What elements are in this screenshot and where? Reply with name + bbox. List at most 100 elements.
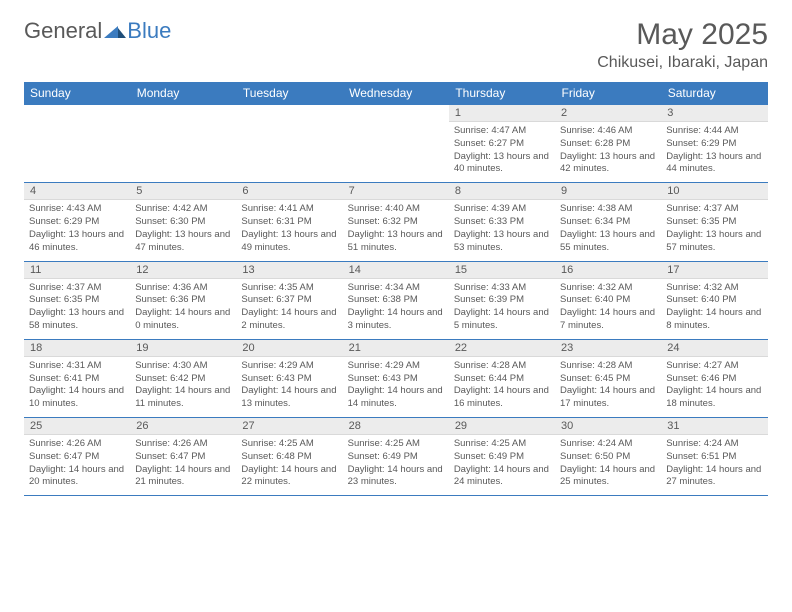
sunrise-label: Sunrise:: [666, 438, 701, 449]
sunrise-label: Sunrise:: [454, 282, 489, 293]
location-text: Chikusei, Ibaraki, Japan: [597, 54, 768, 72]
sunset-label: Sunset:: [241, 451, 273, 462]
sunset-value: 6:46 PM: [701, 373, 736, 384]
day-body: Sunrise: 4:24 AMSunset: 6:50 PMDaylight:…: [555, 435, 661, 495]
sunrise-label: Sunrise:: [135, 438, 170, 449]
day-body: Sunrise: 4:43 AMSunset: 6:29 PMDaylight:…: [24, 200, 130, 260]
sunset-label: Sunset:: [666, 216, 698, 227]
calendar-cell: 8Sunrise: 4:39 AMSunset: 6:33 PMDaylight…: [449, 183, 555, 261]
day-number: 18: [24, 340, 130, 357]
calendar-cell: 23Sunrise: 4:28 AMSunset: 6:45 PMDayligh…: [555, 339, 661, 417]
day-header: Friday: [555, 82, 661, 105]
sunrise-label: Sunrise:: [241, 282, 276, 293]
sunrise-label: Sunrise:: [560, 203, 595, 214]
sunset-value: 6:42 PM: [170, 373, 205, 384]
day-number: 17: [661, 262, 767, 279]
daylight-label: Daylight:: [29, 385, 66, 396]
calendar-week: 25Sunrise: 4:26 AMSunset: 6:47 PMDayligh…: [24, 418, 768, 496]
calendar-cell: 4Sunrise: 4:43 AMSunset: 6:29 PMDaylight…: [24, 183, 130, 261]
sunset-label: Sunset:: [454, 138, 486, 149]
day-body: Sunrise: 4:32 AMSunset: 6:40 PMDaylight:…: [555, 279, 661, 339]
calendar-table: SundayMondayTuesdayWednesdayThursdayFrid…: [24, 82, 768, 496]
calendar-cell: 7Sunrise: 4:40 AMSunset: 6:32 PMDaylight…: [343, 183, 449, 261]
day-header: Sunday: [24, 82, 130, 105]
calendar-week: 4Sunrise: 4:43 AMSunset: 6:29 PMDaylight…: [24, 183, 768, 261]
sunrise-label: Sunrise:: [454, 438, 489, 449]
sunrise-value: 4:41 AM: [279, 203, 314, 214]
brand-general: General: [24, 18, 102, 44]
day-number: 26: [130, 418, 236, 435]
calendar-cell: 6Sunrise: 4:41 AMSunset: 6:31 PMDaylight…: [236, 183, 342, 261]
sunrise-value: 4:35 AM: [279, 282, 314, 293]
sunrise-label: Sunrise:: [241, 203, 276, 214]
calendar-cell: 12Sunrise: 4:36 AMSunset: 6:36 PMDayligh…: [130, 261, 236, 339]
day-number: 13: [236, 262, 342, 279]
sunset-label: Sunset:: [666, 294, 698, 305]
day-header: Monday: [130, 82, 236, 105]
sunrise-label: Sunrise:: [135, 203, 170, 214]
sunset-value: 6:30 PM: [170, 216, 205, 227]
sunset-value: 6:34 PM: [595, 216, 630, 227]
day-header: Thursday: [449, 82, 555, 105]
sunrise-label: Sunrise:: [348, 203, 383, 214]
day-body: Sunrise: 4:39 AMSunset: 6:33 PMDaylight:…: [449, 200, 555, 260]
sunset-label: Sunset:: [454, 451, 486, 462]
sunset-value: 6:41 PM: [64, 373, 99, 384]
day-number: 16: [555, 262, 661, 279]
daylight-label: Daylight:: [666, 464, 703, 475]
sunrise-label: Sunrise:: [241, 438, 276, 449]
daylight-label: Daylight:: [29, 229, 66, 240]
sunrise-label: Sunrise:: [135, 360, 170, 371]
day-body: Sunrise: 4:38 AMSunset: 6:34 PMDaylight:…: [555, 200, 661, 260]
day-body: Sunrise: 4:34 AMSunset: 6:38 PMDaylight:…: [343, 279, 449, 339]
day-number-empty: [24, 105, 130, 121]
sunset-label: Sunset:: [348, 451, 380, 462]
daylight-label: Daylight:: [454, 151, 491, 162]
sunrise-label: Sunrise:: [29, 360, 64, 371]
sunrise-value: 4:47 AM: [491, 125, 526, 136]
day-number: 15: [449, 262, 555, 279]
sunrise-value: 4:31 AM: [67, 360, 102, 371]
day-body-empty: [24, 121, 130, 181]
day-number: 19: [130, 340, 236, 357]
day-number: 3: [661, 105, 767, 122]
sunset-value: 6:39 PM: [489, 294, 524, 305]
day-number: 21: [343, 340, 449, 357]
sunset-value: 6:44 PM: [489, 373, 524, 384]
calendar-cell: 10Sunrise: 4:37 AMSunset: 6:35 PMDayligh…: [661, 183, 767, 261]
day-body: Sunrise: 4:31 AM Sunset: 6:41 PMDaylight:…: [24, 357, 130, 417]
day-number: 11: [24, 262, 130, 279]
sunrise-value: 4:29 AM: [279, 360, 314, 371]
sunrise-label: Sunrise:: [666, 125, 701, 136]
sunrise-value: 4:32 AM: [704, 282, 739, 293]
sunrise-value: 4:25 AM: [385, 438, 420, 449]
calendar-cell: 21Sunrise: 4:29 AMSunset: 6:43 PMDayligh…: [343, 339, 449, 417]
sunrise-label: Sunrise:: [454, 360, 489, 371]
page: GeneralBlue May 2025 Chikusei, Ibaraki, …: [0, 0, 792, 514]
day-body-empty: [130, 121, 236, 181]
daylight-label: Daylight:: [241, 307, 278, 318]
sunrise-label: Sunrise:: [560, 282, 595, 293]
sunset-value: 6:35 PM: [64, 294, 99, 305]
sunrise-value: 4:28 AM: [598, 360, 633, 371]
sunrise-label: Sunrise:: [348, 282, 383, 293]
sunset-label: Sunset:: [29, 373, 61, 384]
day-number: 22: [449, 340, 555, 357]
day-number: 7: [343, 183, 449, 200]
daylight-label: Daylight:: [348, 385, 385, 396]
calendar-cell: 31Sunrise: 4:24 AMSunset: 6:51 PMDayligh…: [661, 418, 767, 496]
calendar-cell: 3Sunrise: 4:44 AMSunset: 6:29 PMDaylight…: [661, 105, 767, 183]
daylight-label: Daylight:: [560, 385, 597, 396]
day-body: Sunrise: 4:24 AMSunset: 6:51 PMDaylight:…: [661, 435, 767, 495]
sunset-label: Sunset:: [135, 216, 167, 227]
sunset-value: 6:49 PM: [489, 451, 524, 462]
day-body: Sunrise: 4:25 AMSunset: 6:49 PMDaylight:…: [449, 435, 555, 495]
sunset-label: Sunset:: [135, 451, 167, 462]
sunset-value: 6:50 PM: [595, 451, 630, 462]
sunrise-label: Sunrise:: [348, 360, 383, 371]
sunrise-value: 4:36 AM: [173, 282, 208, 293]
day-number: 2: [555, 105, 661, 122]
calendar-cell: 25Sunrise: 4:26 AMSunset: 6:47 PMDayligh…: [24, 418, 130, 496]
calendar-cell: [130, 105, 236, 183]
sunset-value: 6:37 PM: [276, 294, 311, 305]
